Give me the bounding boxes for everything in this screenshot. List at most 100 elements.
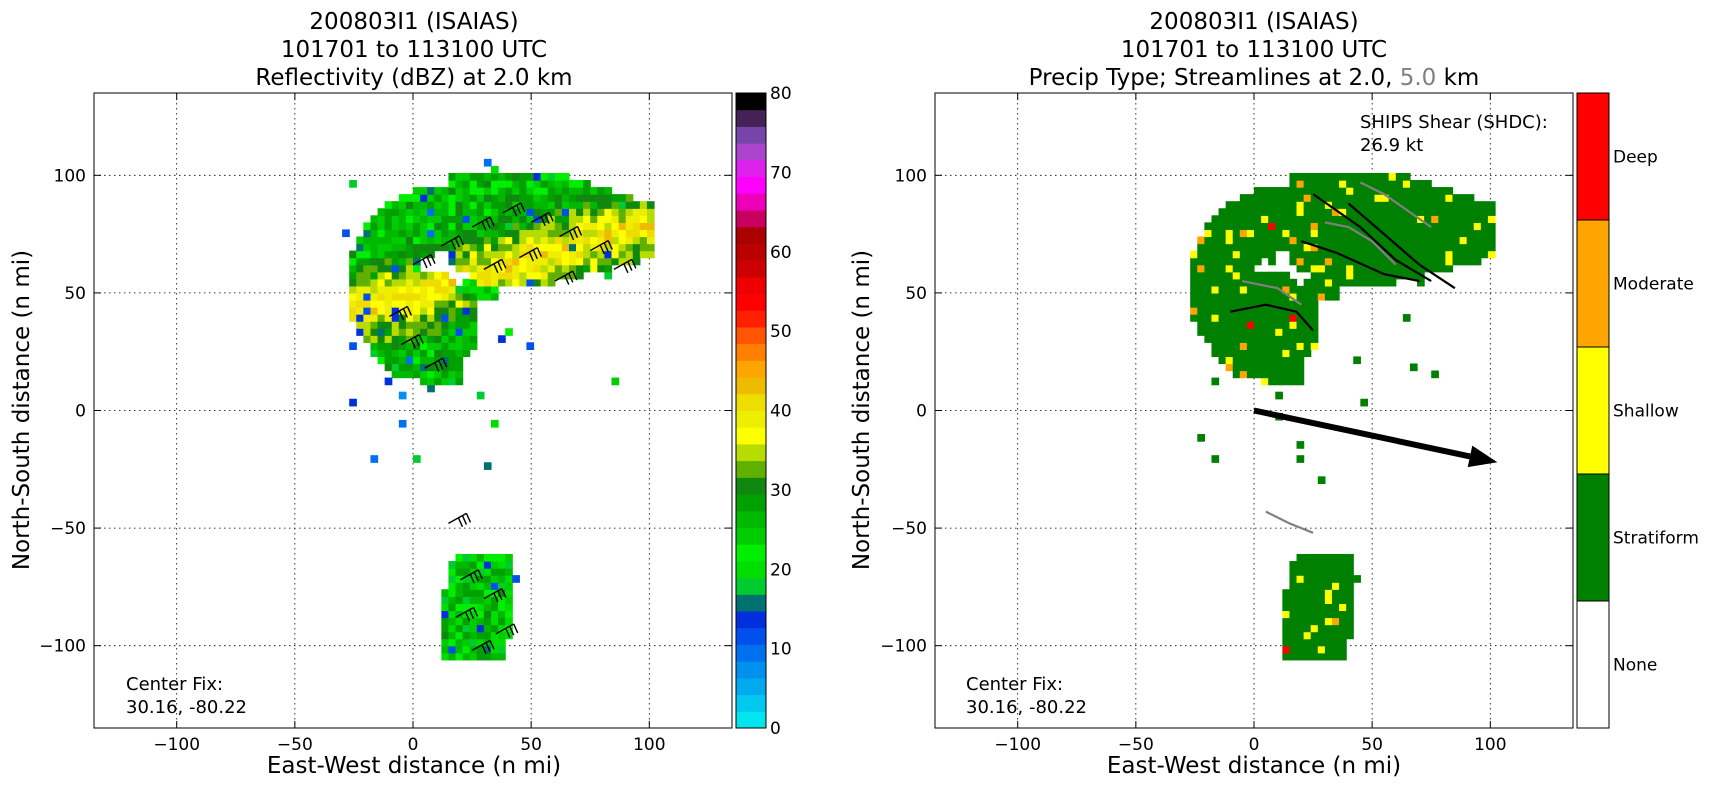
reflectivity-cell xyxy=(505,215,513,223)
reflectivity-cell xyxy=(405,243,414,252)
precip-type-cell xyxy=(1282,314,1291,322)
reflectivity-cell xyxy=(519,243,528,252)
reflectivity-cell xyxy=(611,257,620,266)
reflectivity-cell xyxy=(490,208,499,216)
reflectivity-cell xyxy=(413,243,421,252)
reflectivity-cell xyxy=(370,257,379,266)
reflectivity-cell xyxy=(625,194,634,202)
reflectivity-cell xyxy=(370,342,379,350)
precip-type-cell xyxy=(1239,278,1248,287)
precip-type-cell xyxy=(1360,208,1369,216)
precip-type-cell xyxy=(1296,377,1305,386)
reflectivity-cell xyxy=(490,278,499,287)
reflectivity-cell xyxy=(384,222,393,231)
colorbar-tick-label: 50 xyxy=(770,322,792,342)
precip-type-cell xyxy=(1324,652,1333,661)
precip-type-cell xyxy=(1409,229,1418,238)
precip-type-cell xyxy=(1339,582,1347,590)
reflectivity-cell xyxy=(462,638,471,647)
precip-type-cell xyxy=(1218,356,1227,365)
precip-type-cell xyxy=(1261,208,1269,216)
precip-type-cell xyxy=(1417,222,1425,231)
precip-type-cell xyxy=(1374,250,1383,259)
precip-type-cell xyxy=(1296,582,1305,590)
precip-type-cell xyxy=(1388,264,1397,273)
right-panel: 200803I1 (ISAIAS) 101701 to 113100 UTC P… xyxy=(849,9,1699,779)
reflectivity-cell xyxy=(427,335,435,343)
reflectivity-cell xyxy=(576,180,584,188)
left-center-fix-value: 30.16, -80.22 xyxy=(126,697,247,718)
reflectivity-cell xyxy=(455,314,464,322)
precip-type-cell xyxy=(1424,250,1432,259)
precip-type-cell xyxy=(1480,229,1489,238)
reflectivity-cell xyxy=(391,335,400,343)
reflectivity-cell xyxy=(441,617,450,626)
reflectivity-cell xyxy=(568,243,577,252)
precip-type-cell xyxy=(1317,645,1326,654)
reflectivity-cell xyxy=(441,631,450,640)
reflectivity-cell xyxy=(490,271,499,280)
precip-type-cell xyxy=(1204,307,1213,315)
reflectivity-cell xyxy=(576,201,584,209)
reflectivity-cell xyxy=(469,652,478,661)
reflectivity-cell xyxy=(519,278,528,287)
reflectivity-cell xyxy=(561,257,570,266)
precip-type-cell xyxy=(1275,307,1283,315)
wind-barb xyxy=(455,606,474,619)
reflectivity-cell xyxy=(490,617,499,626)
precip-type-cell xyxy=(1346,250,1354,259)
reflectivity-cell xyxy=(604,229,613,238)
precip-type-cell xyxy=(1331,180,1340,188)
reflectivity-cell xyxy=(441,243,450,252)
precip-type-cell xyxy=(1282,187,1291,195)
reflectivity-cell xyxy=(646,222,655,231)
reflectivity-cell xyxy=(427,328,435,336)
precip-type-cell xyxy=(1239,222,1248,231)
reflectivity-cell xyxy=(540,264,549,273)
reflectivity-cell xyxy=(462,617,471,626)
reflectivity-cell xyxy=(391,314,400,322)
reflectivity-cell xyxy=(370,243,379,252)
precip-type-cell xyxy=(1324,589,1333,597)
reflectivity-cell xyxy=(434,363,442,372)
reflectivity-cell xyxy=(469,561,478,569)
precip-type-cell xyxy=(1346,582,1354,590)
reflectivity-cell xyxy=(441,236,450,245)
precip-type-cell xyxy=(1225,292,1234,301)
precip-type-cell xyxy=(1402,264,1411,273)
reflectivity-cell xyxy=(356,314,364,322)
precip-type-cell xyxy=(1317,208,1326,216)
reflectivity-cell xyxy=(370,335,379,343)
reflectivity-cell xyxy=(391,278,400,287)
precip-type-cell xyxy=(1204,328,1213,336)
reflectivity-cell xyxy=(384,335,393,343)
reflectivity-cell xyxy=(455,172,464,181)
reflectivity-cell xyxy=(639,236,648,245)
precip-type-cell xyxy=(1289,201,1298,209)
reflectivity-cell xyxy=(455,292,464,301)
precip-type-cell xyxy=(1381,172,1390,181)
precip-type-cell xyxy=(1431,194,1439,202)
reflectivity-cell xyxy=(533,257,542,266)
reflectivity-cell xyxy=(377,278,386,287)
reflectivity-cell xyxy=(448,215,457,223)
reflectivity-cell xyxy=(420,208,428,216)
reflectivity-cell xyxy=(405,271,414,280)
colorbar-swatch xyxy=(736,627,766,645)
reflectivity-cell xyxy=(583,236,591,245)
reflectivity-cell xyxy=(455,638,464,647)
wind-barb xyxy=(471,639,491,652)
precip-type-cell xyxy=(1331,243,1340,252)
reflectivity-cell xyxy=(462,257,471,266)
precip-type-cell xyxy=(1310,575,1319,583)
precip-type-cell xyxy=(1303,172,1312,181)
reflectivity-cell xyxy=(398,342,407,350)
precip-type-cell xyxy=(1331,596,1340,604)
reflectivity-cell xyxy=(413,229,421,238)
precip-type-cell xyxy=(1254,208,1262,216)
reflectivity-cell xyxy=(448,180,457,188)
wind-barb-feather xyxy=(481,644,487,655)
precip-type-cell xyxy=(1282,645,1291,654)
precip-type-cell xyxy=(1317,257,1326,266)
reflectivity-cell xyxy=(512,215,520,223)
